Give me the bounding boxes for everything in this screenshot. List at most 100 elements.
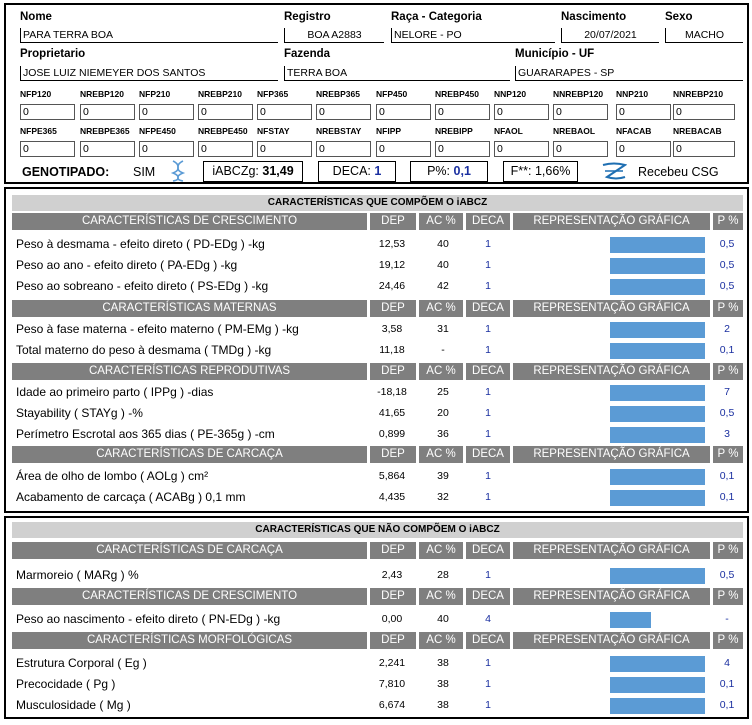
- grid-label: NREBPE450: [198, 126, 248, 136]
- trait-row: Peso à fase materna - efeito materno ( P…: [12, 319, 743, 340]
- ac-header: AC %: [419, 542, 463, 559]
- trait-dep: 4,435: [378, 491, 406, 503]
- trait-ac: 42: [437, 280, 449, 292]
- grid-label: NFACAB: [616, 126, 652, 136]
- trait-dep: 0,00: [381, 613, 403, 625]
- trait-name: Perímetro Escrotal aos 365 dias ( PE-365…: [16, 427, 275, 441]
- trait-p: 7: [724, 386, 730, 398]
- trait-ac: 38: [437, 657, 449, 669]
- nome-field: PARA TERRA BOA: [20, 28, 278, 43]
- trait-p: 0,5: [719, 407, 735, 419]
- trait-row: Peso ao nascimento - efeito direto ( PN-…: [12, 609, 743, 630]
- deca-header: DECA: [466, 588, 510, 605]
- deca-header: DECA: [466, 542, 510, 559]
- grid-label: NFP450: [376, 89, 408, 99]
- graph-header: REPRESENTAÇÃO GRÁFICA: [513, 446, 710, 463]
- trait-deca: 1: [485, 569, 491, 581]
- registro-label: Registro: [284, 11, 331, 23]
- nome-label: Nome: [20, 11, 52, 23]
- grid-value: 0: [139, 104, 194, 120]
- trait-name: Musculosidade ( Mg ): [16, 698, 131, 712]
- trait-ac: 36: [437, 428, 449, 440]
- trait-ac: 20: [437, 407, 449, 419]
- trait-ac: 40: [437, 613, 449, 625]
- nascimento-field: 20/07/2021: [561, 28, 659, 43]
- grid-value: 0: [20, 141, 75, 157]
- deca-label: DECA:: [332, 164, 371, 178]
- trait-dep: 11,18: [379, 344, 405, 356]
- group-header: CARACTERÍSTICAS REPRODUTIVAS DEP AC % DE…: [12, 363, 743, 380]
- trait-row: Stayability ( STAYg ) -% 41,65 20 1 0,5: [12, 403, 743, 424]
- section-title: CARACTERÍSTICAS QUE COMPÕEM O iABCZ: [12, 195, 743, 211]
- grid-value: 0: [20, 104, 75, 120]
- trait-row: Idade ao primeiro parto ( IPPg ) -dias -…: [12, 382, 743, 403]
- group-header: CARACTERÍSTICAS MORFOLÓGICAS DEP AC % DE…: [12, 632, 743, 649]
- trait-bar: [610, 322, 705, 338]
- graph-header: REPRESENTAÇÃO GRÁFICA: [513, 632, 710, 649]
- f-box: F**: 1,66%: [503, 161, 578, 182]
- animal-info-panel: Nome Registro Raça - Categoria Nasciment…: [4, 3, 749, 184]
- grid-label: NNREBP120: [553, 89, 604, 99]
- p-label: P%:: [427, 164, 451, 178]
- trait-bar: [610, 490, 705, 506]
- trait-bar: [610, 568, 705, 584]
- grid-label: NFP120: [20, 89, 52, 99]
- trait-ac: 25: [437, 386, 449, 398]
- trait-dep: 0,899: [378, 428, 406, 440]
- grid-label: NREBP450: [435, 89, 479, 99]
- group-name: CARACTERÍSTICAS MORFOLÓGICAS: [12, 632, 367, 649]
- ac-header: AC %: [419, 446, 463, 463]
- grid-label: NNP120: [494, 89, 527, 99]
- trait-dep: -18,18: [377, 386, 407, 398]
- grid-value: 0: [673, 141, 735, 157]
- deca-header: DECA: [466, 632, 510, 649]
- csg-logo-icon: [602, 162, 627, 180]
- group-name: CARACTERÍSTICAS MATERNAS: [12, 300, 367, 317]
- trait-name: Peso ao ano - efeito direto ( PA-EDg ) -…: [16, 258, 238, 272]
- grid-label: NFSTAY: [257, 126, 290, 136]
- fazenda-field: TERRA BOA: [284, 66, 510, 81]
- grid-label: NREBIPP: [435, 126, 473, 136]
- trait-p: -: [725, 613, 729, 625]
- grid-value: 0: [80, 141, 135, 157]
- grid-label: NREBACAB: [673, 126, 722, 136]
- grid-value: 0: [198, 141, 253, 157]
- trait-dep: 6,674: [378, 699, 406, 711]
- deca-box: DECA: 1: [318, 161, 396, 182]
- trait-row: Estrutura Corporal ( Eg ) 2,241 38 1 4: [12, 653, 743, 674]
- trait-bar: [610, 343, 705, 359]
- grid-label: NNREBP210: [673, 89, 724, 99]
- trait-name: Peso ao sobreano - efeito direto ( PS-ED…: [16, 279, 269, 293]
- p-header: P %: [713, 213, 743, 230]
- trait-p: 0,5: [719, 280, 735, 292]
- iabcz-label: iABCZg:: [212, 164, 259, 178]
- trait-name: Peso à fase materna - efeito materno ( P…: [16, 322, 299, 336]
- group-header: CARACTERÍSTICAS DE CARCAÇA DEP AC % DECA…: [12, 446, 743, 463]
- trait-deca: 1: [485, 407, 491, 419]
- trait-dep: 41,65: [378, 407, 406, 419]
- deca-header: DECA: [466, 446, 510, 463]
- ac-header: AC %: [419, 363, 463, 380]
- group-name: CARACTERÍSTICAS DE CARCAÇA: [12, 446, 367, 463]
- trait-bar: [610, 385, 705, 401]
- trait-row: Peso ao ano - efeito direto ( PA-EDg ) -…: [12, 255, 743, 276]
- grid-value: 0: [316, 141, 371, 157]
- group-name: CARACTERÍSTICAS REPRODUTIVAS: [12, 363, 367, 380]
- trait-deca: 1: [485, 344, 491, 356]
- f-label: F**:: [510, 164, 532, 178]
- trait-bar: [610, 406, 705, 422]
- deca-header: DECA: [466, 213, 510, 230]
- grid-label: NREBP120: [80, 89, 124, 99]
- trait-row: Área de olho de lombo ( AOLg ) cm² 5,864…: [12, 466, 743, 487]
- section-title: CARACTERÍSTICAS QUE NÃO COMPÕEM O iABCZ: [12, 522, 743, 538]
- trait-bar: [610, 656, 705, 672]
- trait-p: 0,5: [719, 259, 735, 271]
- registro-field: BOA A2883: [284, 28, 384, 43]
- group-name: CARACTERÍSTICAS DE CARCAÇA: [12, 542, 367, 559]
- genotipado-label: GENOTIPADO:: [22, 165, 110, 179]
- grid-label: NREBAOL: [553, 126, 596, 136]
- trait-bar: [610, 469, 705, 485]
- trait-deca: 4: [485, 613, 491, 625]
- trait-row: Peso ao sobreano - efeito direto ( PS-ED…: [12, 276, 743, 297]
- dep-header: DEP: [370, 632, 416, 649]
